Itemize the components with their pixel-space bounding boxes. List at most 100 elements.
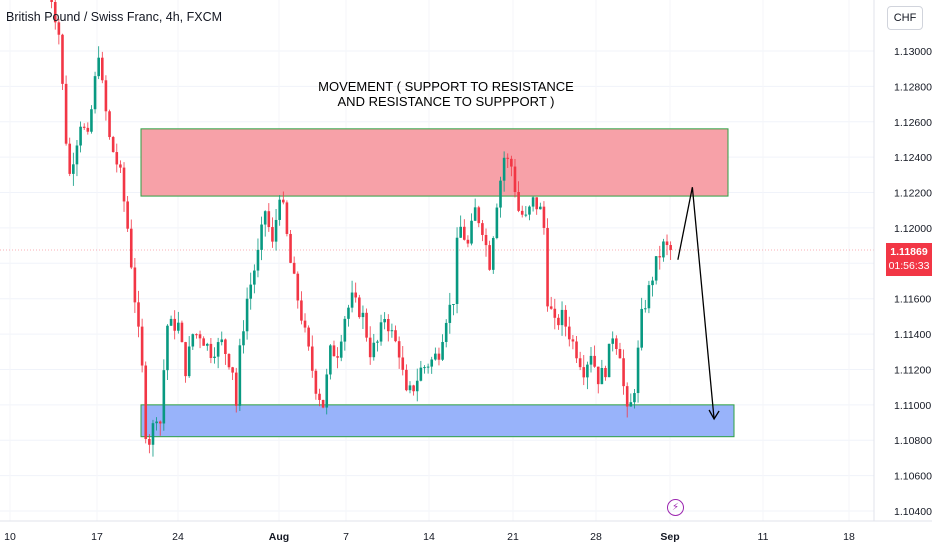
candle-body <box>491 238 495 270</box>
candle-body <box>560 309 564 326</box>
candle-body <box>379 322 383 342</box>
candle-body <box>137 302 140 327</box>
candle-body <box>166 325 169 371</box>
candle-body <box>473 207 477 221</box>
price-tick-label: 1.12000 <box>894 223 932 235</box>
support-zone[interactable] <box>140 404 735 438</box>
candle-body <box>347 307 350 319</box>
resistance-zone[interactable] <box>140 128 729 197</box>
candle-body <box>441 341 444 360</box>
candle-body <box>111 137 115 153</box>
candle-body <box>339 341 343 358</box>
candle-body <box>72 164 75 174</box>
candle-body <box>184 342 187 377</box>
candle-body <box>481 223 484 235</box>
candle-body <box>423 367 426 369</box>
candle-body <box>615 338 618 349</box>
candle-body <box>177 322 180 331</box>
candle-body <box>502 157 506 181</box>
candle-body <box>162 370 166 424</box>
candle-body <box>289 233 292 263</box>
candle-body <box>303 320 307 328</box>
candle-body <box>553 308 557 318</box>
candle-body <box>383 319 386 323</box>
candle-body <box>575 341 578 359</box>
candle-body <box>658 256 662 258</box>
candle-body <box>282 199 285 203</box>
time-tick-label: 11 <box>758 531 769 543</box>
price-tick-label: 1.13000 <box>894 46 932 58</box>
candle-body <box>372 342 376 358</box>
candle-body <box>79 126 82 146</box>
candle-body <box>148 438 151 445</box>
candle-body <box>216 342 220 357</box>
annotation-line-2: AND RESISTANCE TO SUPPPORT ) <box>337 94 555 109</box>
last-price-value: 1.11869 <box>890 246 928 258</box>
price-tick-label: 1.11400 <box>894 329 931 341</box>
candle-body <box>75 145 79 165</box>
time-tick-label: Sep <box>660 531 679 543</box>
candle-body <box>636 347 640 394</box>
candle-body <box>318 393 321 400</box>
time-axis: 10 17 24 Aug 7 14 21 28 Sep 11 18 <box>0 520 932 543</box>
candle-body <box>539 206 542 210</box>
candle-body <box>600 368 604 385</box>
candle-body <box>198 334 202 339</box>
time-tick-label: 21 <box>507 531 519 543</box>
candle-body <box>405 369 408 391</box>
time-tick-label: 18 <box>843 531 855 543</box>
price-tick-label: 1.12600 <box>894 117 932 129</box>
chart-annotation[interactable]: MOVEMENT ( SUPPORT TO RESISTANCE AND RES… <box>300 79 592 109</box>
candle-body <box>633 393 636 403</box>
candle-body <box>209 343 213 358</box>
candle-body <box>412 385 415 392</box>
candle-body <box>495 207 499 239</box>
candle-body <box>321 399 325 408</box>
arrow-path <box>677 187 715 420</box>
candle-body <box>593 355 596 367</box>
candle-body <box>90 109 93 132</box>
candle-body <box>651 280 654 286</box>
candle-body <box>292 262 296 274</box>
candle-body <box>517 192 520 211</box>
candle-body <box>234 372 238 406</box>
candle-body <box>448 304 452 323</box>
candle-body <box>452 303 455 305</box>
candle-body <box>466 239 470 244</box>
candle-body <box>213 356 216 358</box>
candle-body <box>249 284 253 299</box>
candle-body <box>50 0 53 2</box>
lightning-bolt-icon[interactable]: ⚡ <box>667 499 684 516</box>
price-tick-label: 1.12400 <box>894 152 932 164</box>
candle-body <box>187 346 191 377</box>
candle-body <box>647 285 651 309</box>
candle-body <box>607 343 611 378</box>
candle-body <box>314 370 318 394</box>
symbol-title: British Pound / Swiss Franc, 4h, FXCM <box>6 10 223 24</box>
candle-body <box>61 34 64 84</box>
candle-body <box>611 338 615 344</box>
candle-body <box>520 210 524 215</box>
candle-body <box>274 219 278 242</box>
candle-body <box>253 270 256 285</box>
candle-body <box>53 1 57 23</box>
price-tick-label: 1.12200 <box>894 188 932 200</box>
projection-arrow <box>677 187 720 421</box>
candle-body <box>506 157 510 159</box>
candle-body <box>300 300 303 321</box>
price-tick-label: 1.11200 <box>894 364 931 376</box>
candle-body <box>564 309 567 327</box>
candle-body <box>310 346 314 371</box>
candle-body <box>220 339 224 343</box>
candle-body <box>122 167 126 202</box>
candle-body <box>397 341 401 358</box>
candle-body <box>477 207 481 224</box>
candle-body <box>361 312 365 318</box>
currency-button[interactable]: CHF <box>887 6 923 30</box>
candle-body <box>242 331 245 346</box>
candle-body <box>528 206 531 215</box>
candle-body <box>582 367 586 378</box>
candle-body <box>662 241 665 258</box>
candle-body <box>394 330 397 342</box>
